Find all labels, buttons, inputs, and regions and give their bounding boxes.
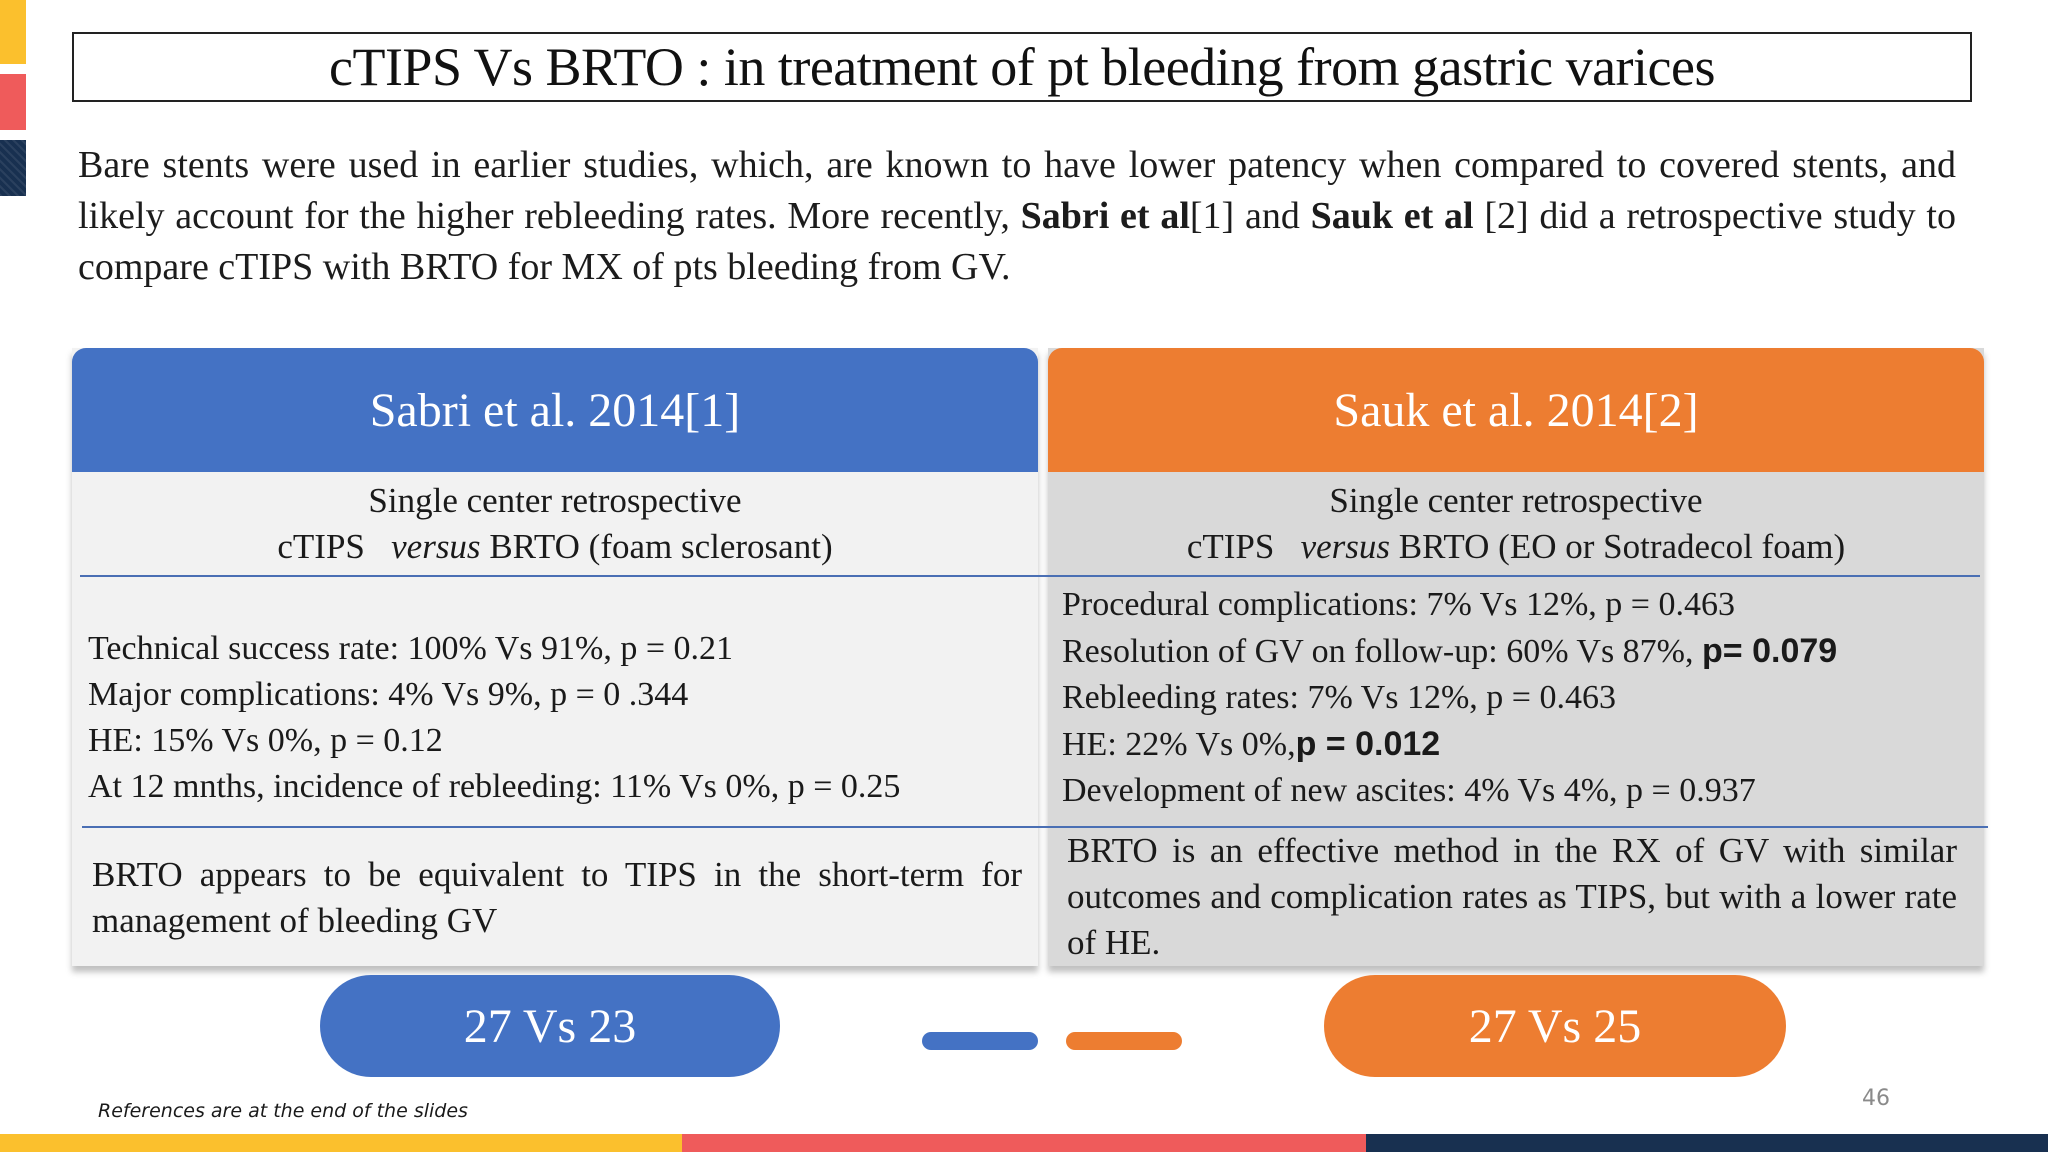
sauk-result-item: Procedural complications: 7% Vs 12%, p =… bbox=[1062, 586, 1735, 623]
sabri-panel: Sabri et al. 2014[1] Single center retro… bbox=[72, 348, 1038, 966]
intro-sauk: Sauk et al bbox=[1310, 195, 1474, 237]
sabri-results: Technical success rate: 100% Vs 91%, p =… bbox=[88, 626, 900, 810]
sabri-study-design: Single center retrospective cTIPS versus… bbox=[72, 478, 1038, 570]
divider-line-bottom bbox=[82, 826, 1988, 828]
sauk-result-pvalue: p= 0.079 bbox=[1702, 632, 1838, 670]
intro-text-3: [2] did a retrospective study to compare… bbox=[78, 195, 1956, 288]
intro-text-1: Bare stents were used in earlier studies… bbox=[78, 144, 1956, 237]
sauk-result-pvalue: p = 0.012 bbox=[1295, 725, 1441, 763]
sauk-result-text: HE: 22% Vs 0%, bbox=[1062, 726, 1296, 763]
orange-dash-decoration bbox=[1066, 1032, 1182, 1050]
sauk-count-pill: 27 Vs 25 bbox=[1324, 975, 1786, 1077]
title-box: cTIPS Vs BRTO : in treatment of pt bleed… bbox=[72, 32, 1972, 102]
sauk-study-design: Single center retrospective cTIPS versus… bbox=[1048, 478, 1984, 570]
sauk-results: Procedural complications: 7% Vs 12%, p =… bbox=[1062, 582, 1837, 814]
sabri-panel-header: Sabri et al. 2014[1] bbox=[72, 348, 1038, 472]
sauk-conclusion: BRTO is an effective method in the RX of… bbox=[1067, 831, 1957, 962]
sauk-design-rest: BRTO (EO or Sotradecol foam) bbox=[1398, 527, 1846, 566]
sauk-result-text: Resolution of GV on follow-up: 60% Vs 87… bbox=[1062, 633, 1703, 670]
sabri-result-item: Major complications: 4% Vs 9%, p = 0 .34… bbox=[88, 676, 689, 713]
intro-sabri: Sabri et al bbox=[1020, 195, 1190, 237]
sabri-design-line2: cTIPS versus BRTO (foam sclerosant) bbox=[72, 524, 1038, 570]
sauk-panel-header: Sauk et al. 2014[2] bbox=[1048, 348, 1984, 472]
sauk-result-item: Rebleeding rates: 7% Vs 12%, p = 0.463 bbox=[1062, 679, 1616, 716]
sauk-design-ctips: cTIPS bbox=[1186, 527, 1275, 566]
page-number: 46 bbox=[1862, 1086, 1890, 1111]
sabri-header-label: Sabri et al. 2014[1] bbox=[369, 383, 741, 437]
sauk-design-line1: Single center retrospective bbox=[1329, 481, 1703, 520]
sabri-design-versus: versus bbox=[391, 527, 481, 566]
sauk-header-label: Sauk et al. 2014[2] bbox=[1333, 383, 1699, 437]
sabri-result-item: Technical success rate: 100% Vs 91%, p =… bbox=[88, 630, 734, 667]
sauk-panel: Sauk et al. 2014[2] Single center retros… bbox=[1048, 348, 1984, 966]
sabri-result-item: HE: 15% Vs 0%, p = 0.12 bbox=[88, 722, 443, 759]
sauk-count-label: 27 Vs 25 bbox=[1468, 999, 1642, 1053]
sauk-design-versus: versus bbox=[1300, 527, 1391, 566]
sabri-conclusion: BRTO appears to be equivalent to TIPS in… bbox=[92, 855, 1022, 940]
intro-paragraph: Bare stents were used in earlier studies… bbox=[78, 140, 1956, 293]
references-note: References are at the end of the slides bbox=[98, 1100, 468, 1122]
sabri-count-pill: 27 Vs 23 bbox=[320, 975, 780, 1077]
accent-bar-navy bbox=[0, 140, 26, 196]
bottom-strip-red bbox=[682, 1134, 1366, 1152]
slide-title: cTIPS Vs BRTO : in treatment of pt bleed… bbox=[329, 37, 1715, 97]
sabri-design-ctips: cTIPS bbox=[277, 527, 365, 566]
sauk-design-line2: cTIPS versus BRTO (EO or Sotradecol foam… bbox=[1048, 524, 1984, 570]
bottom-strip-yellow bbox=[0, 1134, 682, 1152]
accent-bar-yellow bbox=[0, 0, 26, 64]
bottom-strip-navy bbox=[1366, 1134, 2048, 1152]
sabri-count-label: 27 Vs 23 bbox=[463, 999, 637, 1053]
intro-text-2: [1] and bbox=[1189, 195, 1311, 237]
sabri-design-line1: Single center retrospective bbox=[368, 481, 742, 520]
accent-bar-red bbox=[0, 74, 26, 130]
sauk-result-item: HE: 22% Vs 0%,p = 0.012 bbox=[1062, 721, 1837, 768]
sauk-result-item: Development of new ascites: 4% Vs 4%, p … bbox=[1062, 772, 1756, 809]
divider-line-top bbox=[80, 575, 1980, 577]
sabri-design-rest: BRTO (foam sclerosant) bbox=[489, 527, 833, 566]
sauk-result-item: Resolution of GV on follow-up: 60% Vs 87… bbox=[1062, 628, 1837, 675]
blue-dash-decoration bbox=[922, 1032, 1038, 1050]
sabri-result-item: At 12 mnths, incidence of rebleeding: 11… bbox=[88, 768, 901, 805]
